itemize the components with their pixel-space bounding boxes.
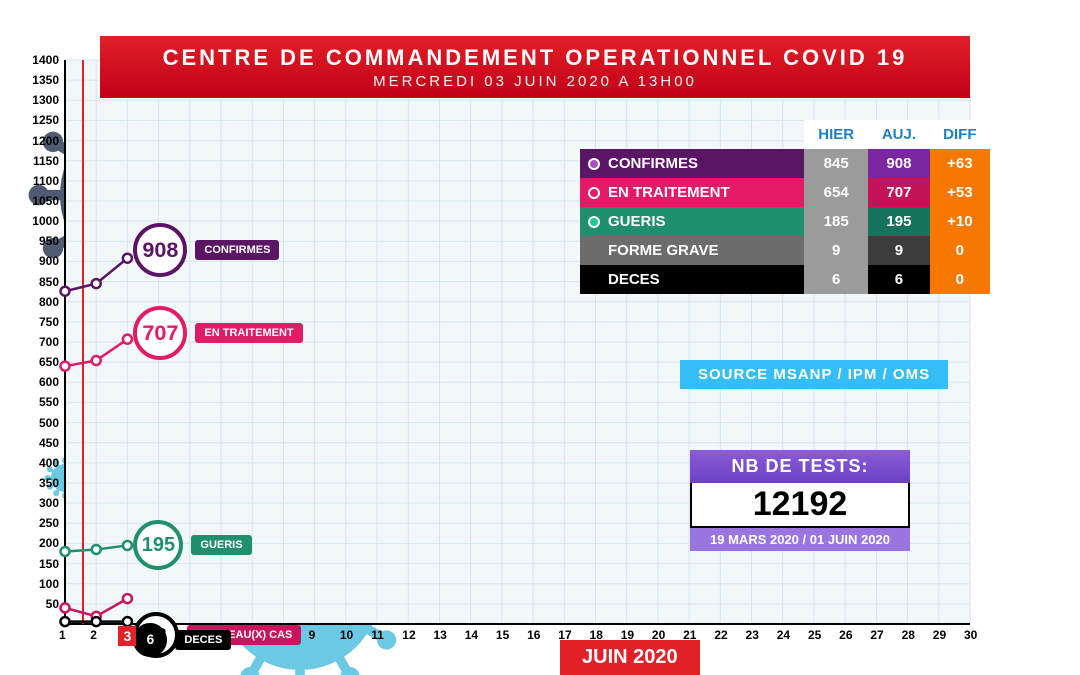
tests-dates: 19 MARS 2020 / 01 JUIN 2020 [690,528,910,551]
table-row: FORME GRAVE990 [580,236,990,265]
y-tick: 150 [39,557,59,571]
x-tick: 28 [902,628,915,642]
x-tick: 13 [433,628,446,642]
col-hier: HIER [804,120,868,149]
current-day-marker: 3 [118,626,136,646]
tests-value: 12192 [690,483,910,528]
y-tick: 700 [39,335,59,349]
month-label: JUIN 2020 [560,640,700,675]
tests-title: NB DE TESTS: [690,450,910,483]
x-tick: 23 [746,628,759,642]
y-tick: 400 [39,456,59,470]
x-tick: 22 [714,628,727,642]
x-tick: 10 [340,628,353,642]
x-tick: 14 [465,628,478,642]
bubble-deces: 6 [133,623,167,657]
table-row: CONFIRMES845908+63 [580,149,990,178]
x-tick: 30 [964,628,977,642]
y-tick: 850 [39,275,59,289]
y-tick: 100 [39,577,59,591]
y-tick: 50 [46,597,59,611]
y-tick: 500 [39,416,59,430]
source-label: SOURCE MSANP / IPM / OMS [680,360,948,389]
header-band: CENTRE DE COMMANDEMENT OPERATIONNEL COVI… [100,36,970,98]
x-tick: 9 [309,628,316,642]
x-tick: 2 [90,628,97,642]
y-tick: 550 [39,395,59,409]
x-tick: 25 [808,628,821,642]
table-row: GUERIS185195+10 [580,207,990,236]
y-tick: 1000 [32,214,59,228]
table-header-row: HIER AUJ. DIFF [580,120,990,149]
y-tick: 950 [39,234,59,248]
dashboard: CENTRE DE COMMANDEMENT OPERATIONNEL COVI… [0,0,1080,675]
tests-box: NB DE TESTS: 12192 19 MARS 2020 / 01 JUI… [690,450,910,551]
y-tick: 450 [39,436,59,450]
y-tick: 1050 [32,194,59,208]
y-tick: 1100 [33,174,59,188]
y-tick: 650 [39,355,59,369]
y-tick: 1250 [32,113,59,127]
stats-table: HIER AUJ. DIFF CONFIRMES845908+63EN TRAI… [580,120,990,294]
y-tick: 600 [39,375,59,389]
y-tick: 250 [39,516,59,530]
y-tick: 300 [39,496,59,510]
y-tick: 350 [39,476,59,490]
x-tick: 24 [777,628,790,642]
x-tick: 26 [839,628,852,642]
col-diff: DIFF [930,120,990,149]
y-tick: 800 [39,295,59,309]
y-tick: 750 [39,315,59,329]
y-tick: 1300 [32,93,59,107]
header-title: CENTRE DE COMMANDEMENT OPERATIONNEL COVI… [163,45,908,71]
tag-gueris: GUERIS [191,535,251,555]
tag-deces: DECES [175,630,231,650]
y-tick: 1150 [33,154,59,168]
header-subtitle: MERCREDI 03 JUIN 2020 A 13H00 [373,73,697,90]
table-row: DECES660 [580,265,990,294]
x-tick: 15 [496,628,509,642]
x-tick: 11 [371,628,384,642]
y-tick: 900 [39,254,59,268]
x-tick: 1 [59,628,66,642]
tag-traitement: EN TRAITEMENT [195,323,302,343]
y-tick: 1350 [32,73,59,87]
x-tick: 16 [527,628,540,642]
x-tick: 12 [402,628,415,642]
x-tick: 29 [933,628,946,642]
y-tick: 1400 [32,53,59,67]
tag-confirmes: CONFIRMES [195,240,279,260]
y-tick: 1200 [32,134,59,148]
x-tick: 27 [870,628,883,642]
col-auj: AUJ. [868,120,930,149]
table-row: EN TRAITEMENT654707+53 [580,178,990,207]
y-tick: 200 [39,536,59,550]
